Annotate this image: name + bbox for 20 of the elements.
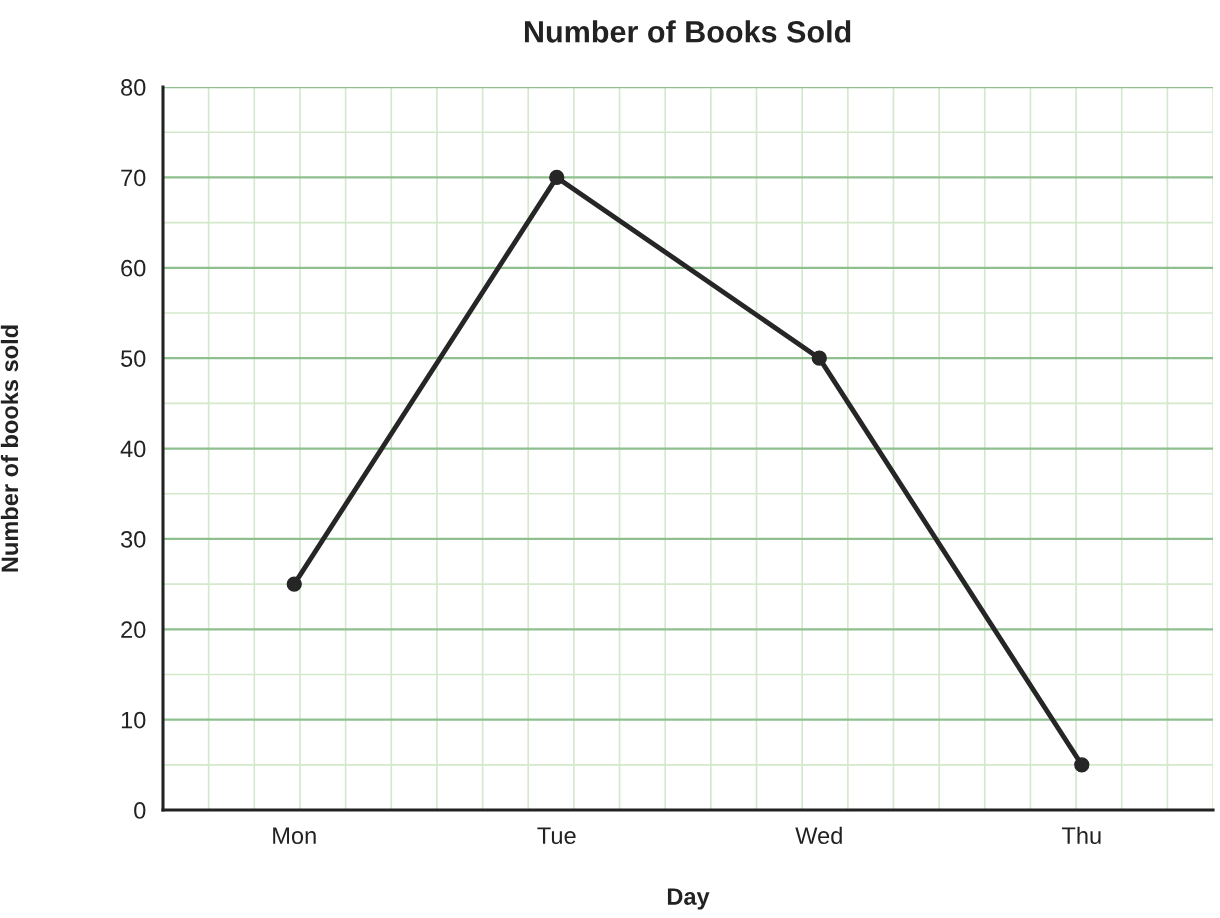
point — [811, 350, 827, 366]
y-tick-label: 80 — [121, 79, 146, 96]
y-tick-label: 60 — [121, 259, 146, 277]
x-axis-title: Day — [667, 888, 710, 910]
y-axis-title: Number of books sold — [0, 325, 19, 572]
chart-title: Number of Books Sold — [524, 20, 851, 43]
x-tick-label: Tue — [537, 827, 576, 845]
point — [1074, 757, 1090, 773]
y-tick-label: 10 — [121, 711, 146, 729]
y-tick-label: 40 — [120, 440, 146, 458]
y-tick-label: 30 — [120, 530, 146, 548]
x-tick-label: Mon — [273, 827, 316, 845]
y-tick-label: 0 — [134, 802, 146, 819]
x-tick-label: Wed — [795, 826, 842, 845]
point — [549, 169, 565, 186]
point — [286, 576, 302, 592]
y-tick-label: 20 — [121, 621, 146, 639]
y-tick-label: 70 — [121, 169, 146, 187]
x-tick-label: Thu — [1061, 826, 1101, 845]
y-tick-label: 50 — [121, 350, 146, 367]
